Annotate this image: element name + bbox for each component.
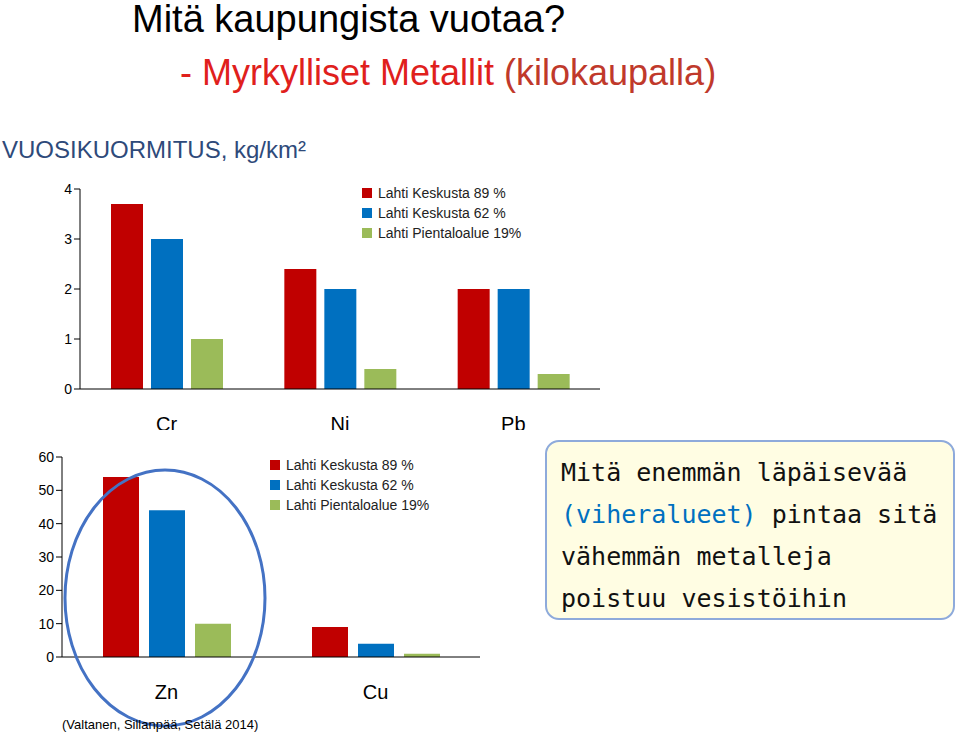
html-text:vähemmän metalleja: vähemmän metalleja: [561, 542, 832, 571]
svg-text:1: 1: [64, 331, 72, 347]
svg-text:Cr: Cr: [156, 413, 177, 430]
svg-text:60: 60: [38, 449, 54, 465]
html-text:- Myrkylliset Metallit (kiloka: - Myrkylliset Metallit (kilokaupalla): [180, 52, 717, 93]
svg-text:30: 30: [38, 549, 54, 565]
html-text:(viheralueet) pintaa sitä: (viheralueet) pintaa sitä: [561, 500, 938, 529]
svg-text:Cu: Cu: [363, 681, 389, 700]
html-text:Lahti Keskusta 62 %: Lahti Keskusta 62 %: [378, 205, 506, 221]
html-text:Lahti Pientaloalue 19%: Lahti Pientaloalue 19%: [378, 225, 522, 241]
html-text:Mitä enemmän läpäisevää: Mitä enemmän läpäisevää: [561, 458, 908, 487]
html-text:Lahti Pientaloalue 19%: Lahti Pientaloalue 19%: [286, 497, 430, 513]
svg-text:Zn: Zn: [155, 681, 178, 700]
html-text:VUOSIKUORMITUS, kg/km²: VUOSIKUORMITUS, kg/km²: [2, 136, 306, 163]
svg-text:4: 4: [64, 181, 72, 197]
html-text:poistuu vesistöihin: poistuu vesistöihin: [561, 584, 847, 613]
svg-text:20: 20: [38, 582, 54, 598]
svg-text:40: 40: [38, 516, 54, 532]
svg-text:0: 0: [64, 381, 72, 397]
svg-text:3: 3: [64, 231, 72, 247]
svg-text:Pb: Pb: [501, 413, 525, 430]
html-text:Lahti Keskusta 89 %: Lahti Keskusta 89 %: [378, 185, 506, 201]
svg-text:50: 50: [38, 482, 54, 498]
html-text:Lahti Keskusta 62 %: Lahti Keskusta 62 %: [286, 477, 414, 493]
svg-text:0: 0: [46, 649, 54, 665]
html-text:Lahti Keskusta 89 %: Lahti Keskusta 89 %: [286, 457, 414, 473]
html-text:(Valtanen, Sillanpää, Setälä 2: (Valtanen, Sillanpää, Setälä 2014): [62, 717, 259, 732]
svg-text:2: 2: [64, 281, 72, 297]
svg-text:Ni: Ni: [331, 413, 350, 430]
svg-text:10: 10: [38, 616, 54, 632]
